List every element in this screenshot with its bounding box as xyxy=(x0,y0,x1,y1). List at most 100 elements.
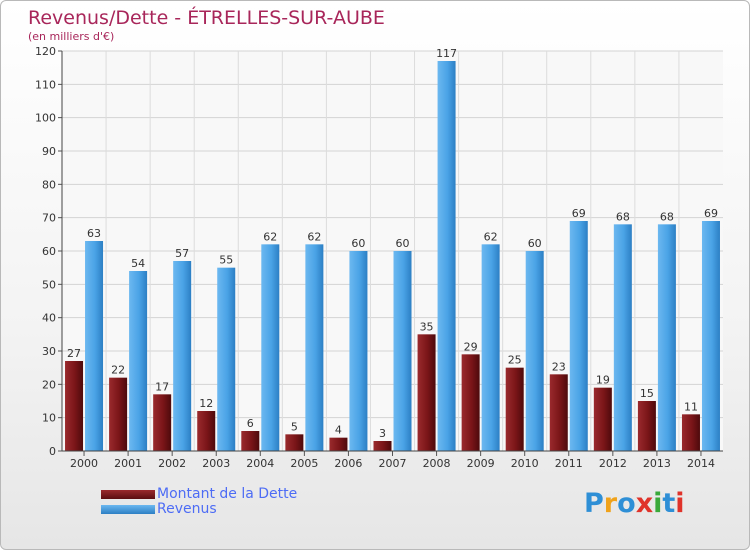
value-label-revenue: 54 xyxy=(131,257,145,270)
bar-revenue xyxy=(525,251,544,451)
grid-layer xyxy=(58,50,723,452)
y-tick-label: 10 xyxy=(42,412,56,425)
proxiti-logo: Proxiti xyxy=(584,488,685,519)
value-label-debt: 19 xyxy=(596,374,610,387)
value-label-debt: 15 xyxy=(640,387,654,400)
bar-revenue xyxy=(217,267,236,451)
bar-revenue xyxy=(305,244,324,451)
value-label-revenue: 60 xyxy=(396,237,410,250)
value-label-debt: 22 xyxy=(111,364,125,377)
value-label-debt: 3 xyxy=(379,427,386,440)
bar-debt xyxy=(549,374,568,451)
logo-letter: t xyxy=(662,488,676,519)
bar-revenue xyxy=(569,221,588,451)
legend-swatch-revenue xyxy=(101,505,155,514)
value-label-revenue: 117 xyxy=(436,47,457,60)
logo-letter: x xyxy=(635,488,654,519)
value-label-debt: 23 xyxy=(552,360,566,373)
bar-debt xyxy=(461,354,480,451)
y-tick-label: 0 xyxy=(49,445,56,458)
value-label-revenue: 68 xyxy=(660,210,674,223)
bar-debt xyxy=(329,437,348,451)
y-tick-label: 70 xyxy=(42,212,56,225)
value-label-debt: 4 xyxy=(335,424,342,437)
x-tick-label: 2010 xyxy=(511,457,539,470)
x-tick-label: 2006 xyxy=(334,457,362,470)
y-tick-label: 20 xyxy=(42,378,56,391)
x-tick-label: 2014 xyxy=(687,457,715,470)
x-tick-label: 2013 xyxy=(643,457,671,470)
x-tick-label: 2011 xyxy=(555,457,583,470)
x-tick-label: 2000 xyxy=(70,457,98,470)
legend-label-debt: Montant de la Dette xyxy=(157,486,298,502)
bar-debt xyxy=(593,387,612,451)
value-label-revenue: 69 xyxy=(704,207,718,220)
value-label-debt: 27 xyxy=(67,347,81,360)
logo-letter: i xyxy=(653,488,663,519)
y-tick-label: 100 xyxy=(35,112,56,125)
y-tick-label: 30 xyxy=(42,345,56,358)
axis-layer: 0 10 20 30 40 50 60 70 80 90 100 110 120 2000 2001 2002… xyxy=(35,45,723,470)
value-label-debt: 29 xyxy=(464,340,478,353)
logo-letter: i xyxy=(675,488,685,519)
bar-revenue xyxy=(393,251,412,451)
bar-debt xyxy=(153,394,172,451)
bar-revenue xyxy=(657,224,676,451)
bar-debt xyxy=(285,434,304,451)
bar-revenue xyxy=(129,271,148,451)
chart-subtitle: (en milliers d'€) xyxy=(28,30,115,43)
x-tick-label: 2002 xyxy=(158,457,186,470)
logo-letter: o xyxy=(617,488,636,519)
value-label-revenue: 60 xyxy=(528,237,542,250)
bar-revenue xyxy=(613,224,632,451)
value-label-revenue: 63 xyxy=(87,227,101,240)
logo-letter: P xyxy=(584,488,604,519)
value-label-revenue: 55 xyxy=(219,254,233,267)
bar-debt xyxy=(417,334,436,451)
bar-revenue xyxy=(85,241,104,451)
y-tick-label: 120 xyxy=(35,45,56,58)
value-label-revenue: 68 xyxy=(616,210,630,223)
bar-revenue xyxy=(349,251,368,451)
value-label-debt: 5 xyxy=(291,420,298,433)
legend-swatch-debt xyxy=(101,490,155,499)
value-label-revenue: 62 xyxy=(263,230,277,243)
value-label-revenue: 69 xyxy=(572,207,586,220)
value-label-debt: 17 xyxy=(155,380,169,393)
logo-letter: r xyxy=(603,488,618,519)
value-label-debt: 12 xyxy=(199,397,213,410)
y-tick-label: 80 xyxy=(42,178,56,191)
value-label-debt: 11 xyxy=(684,400,698,413)
y-tick-label: 110 xyxy=(35,78,56,91)
bars-layer: 27 63 22 54 17 57 12 55 6 62 5 62 4 60 3 60 35 117 29 62 25 6… xyxy=(65,47,720,451)
value-label-debt: 6 xyxy=(247,417,254,430)
x-tick-label: 2007 xyxy=(379,457,407,470)
x-tick-label: 2009 xyxy=(467,457,495,470)
x-tick-label: 2001 xyxy=(114,457,142,470)
y-tick-label: 90 xyxy=(42,145,56,158)
x-tick-label: 2008 xyxy=(423,457,451,470)
chart-title: Revenus/Dette - ÉTRELLES-SUR-AUBE xyxy=(28,7,385,29)
x-tick-label: 2012 xyxy=(599,457,627,470)
value-label-debt: 25 xyxy=(508,354,522,367)
bar-debt xyxy=(637,401,656,451)
y-tick-label: 60 xyxy=(42,245,56,258)
value-label-revenue: 60 xyxy=(351,237,365,250)
y-tick-label: 50 xyxy=(42,278,56,291)
bar-debt xyxy=(241,431,260,451)
bar-revenue xyxy=(481,244,500,451)
bar-revenue xyxy=(261,244,280,451)
bar-debt xyxy=(505,367,524,451)
bar-revenue xyxy=(701,221,720,451)
bar-debt xyxy=(681,414,700,451)
bar-debt xyxy=(65,361,84,451)
bar-debt xyxy=(197,411,216,451)
value-label-revenue: 62 xyxy=(484,230,498,243)
value-label-debt: 35 xyxy=(420,320,434,333)
x-tick-label: 2005 xyxy=(290,457,318,470)
x-tick-label: 2004 xyxy=(246,457,274,470)
x-tick-label: 2003 xyxy=(202,457,230,470)
bar-revenue xyxy=(437,61,456,451)
value-label-revenue: 57 xyxy=(175,247,189,260)
